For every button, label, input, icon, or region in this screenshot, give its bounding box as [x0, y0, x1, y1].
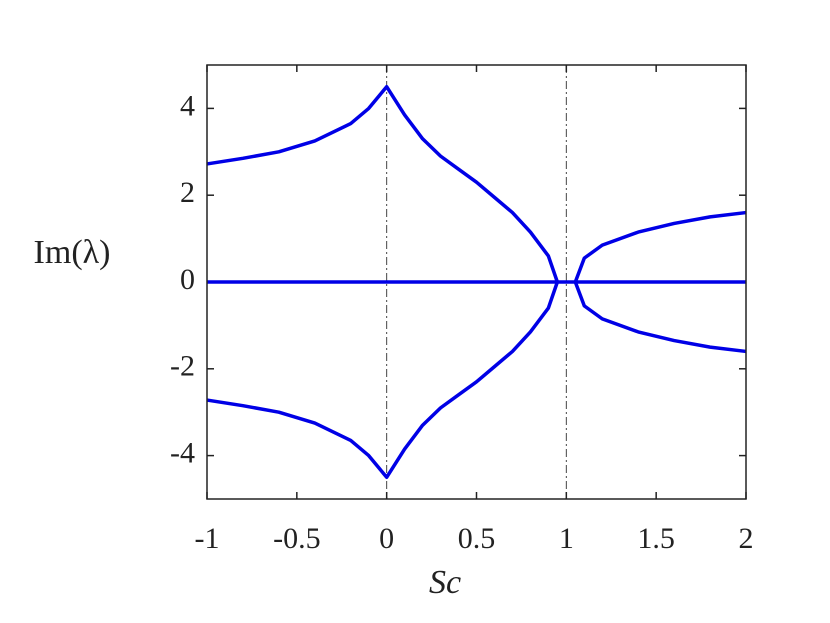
- y-tick-label: -4: [170, 436, 195, 469]
- data-line: [573, 210, 747, 283]
- x-tick-label: -1: [195, 522, 220, 555]
- y-axis-label: Im(λ): [34, 234, 111, 271]
- x-tick-label: 1.5: [637, 522, 675, 555]
- plot-frame: [206, 64, 747, 500]
- x-tick-label: 0.5: [458, 522, 496, 555]
- x-tick-label: -0.5: [273, 522, 321, 555]
- x-tick-label: 0: [379, 522, 394, 555]
- y-tick-label: 2: [180, 176, 195, 209]
- data-line: [206, 84, 560, 283]
- y-tick-label: 4: [180, 89, 195, 122]
- y-tick-label: 0: [180, 263, 195, 296]
- x-tick-label: 2: [739, 522, 754, 555]
- data-line: [573, 281, 747, 354]
- y-tick-label: -2: [170, 350, 195, 383]
- x-axis-label: Sc: [429, 564, 461, 601]
- x-tick-label: 1: [559, 522, 574, 555]
- data-line: [206, 281, 560, 480]
